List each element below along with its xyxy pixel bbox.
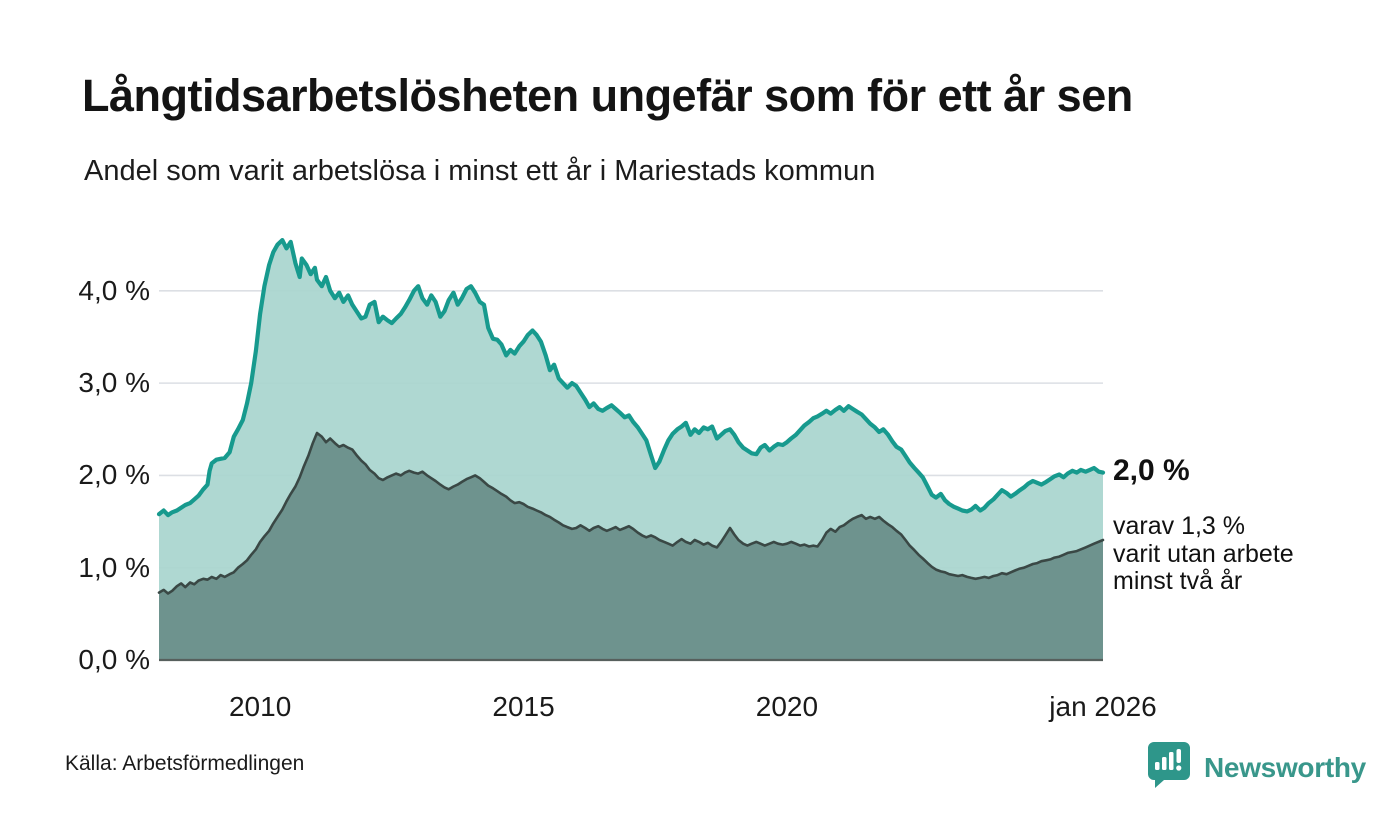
- end-value-sublabel: varav 1,3 % varit utan arbete minst två …: [1113, 512, 1294, 596]
- bar-chart-speech-bubble-icon: [1144, 740, 1192, 795]
- x-tick-label: 2020: [755, 691, 819, 722]
- line-one-year: [156, 238, 1106, 518]
- y-tick-label: 4,0 %: [78, 274, 150, 306]
- y-tick-label: 3,0 %: [78, 367, 150, 399]
- end-value-sublabel-line: minst två år: [1113, 567, 1243, 595]
- end-value-sublabel-line: varit utan arbete: [1113, 539, 1294, 568]
- x-tick-label: 2015: [492, 691, 555, 722]
- end-value-label: 2,0 %: [1113, 454, 1190, 487]
- area-two-years: [159, 433, 1103, 660]
- end-value-sublabel-line: varav 1,3 %: [1113, 512, 1246, 540]
- x-tick-label: jan 2026: [1049, 691, 1157, 722]
- y-tick-label: 0,0 %: [78, 644, 150, 675]
- chart-title: Långtidsarbetslösheten ungefär som för e…: [82, 70, 1133, 121]
- y-tick-label: 1,0 %: [78, 551, 150, 583]
- x-tick-label: 2010: [228, 691, 292, 722]
- line-two-years: [157, 431, 1105, 595]
- source-credit: Källa: Arbetsförmedlingen: [65, 752, 305, 775]
- newsworthy-brand-link[interactable]: Newsworthy: [1144, 740, 1366, 795]
- brand-wordmark: Newsworthy: [1204, 751, 1366, 783]
- y-tick-label: 2,0 %: [78, 459, 150, 491]
- chart-subtitle: Andel som varit arbetslösa i minst ett å…: [84, 155, 876, 187]
